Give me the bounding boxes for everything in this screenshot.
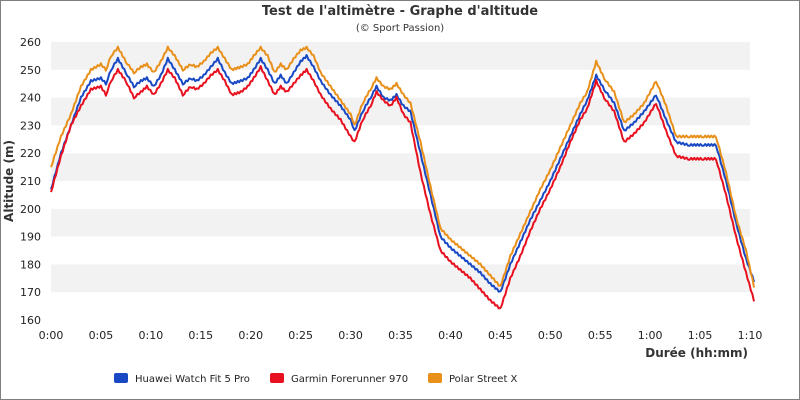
x-tick-label: 0:05 [89,329,114,342]
series-lines [50,45,755,310]
x-tick-label: 0:25 [288,329,313,342]
x-axis-label: Durée (hh:mm) [645,346,748,360]
x-tick-label: 0:55 [588,329,613,342]
y-tick-label: 220 [20,147,41,160]
series-line-1 [50,65,755,310]
x-tick-label: 1:10 [738,329,763,342]
x-tick-label: 0:40 [438,329,463,342]
chart-title: Test de l'altimètre - Graphe d'altitude [262,4,538,19]
x-tick-label: 0:45 [488,329,513,342]
x-tick-label: 0:10 [139,329,164,342]
x-tick-label: 0:50 [538,329,563,342]
grid-band [51,292,750,320]
x-tick-label: 0:15 [188,329,213,342]
legend-swatch [114,373,128,383]
y-tick-label: 230 [20,119,41,132]
series-line-2 [50,45,755,288]
chart-subtitle: (© Sport Passion) [356,23,444,34]
y-axis-ticks: 160 170 180 190 200 210 220 230 240 250 260 [20,36,41,327]
legend-swatch [270,373,284,383]
y-axis-label: Altitude (m) [2,140,16,222]
legend-label: Huawei Watch Fit 5 Pro [135,374,250,385]
grid-band [51,42,750,70]
grid-band [51,153,750,181]
x-tick-label: 1:00 [638,329,663,342]
legend: Huawei Watch Fit 5 Pro Garmin Forerunner … [114,373,518,385]
legend-swatch [428,373,442,383]
x-axis-ticks: 0:00 0:05 0:10 0:15 0:20 0:25 0:30 0:35 0:40 0:45… [39,329,763,342]
grid-band [51,236,750,265]
x-tick-label: 1:05 [688,329,713,342]
grid-bands [51,42,750,320]
y-tick-label: 170 [20,286,41,299]
y-tick-label: 210 [20,175,41,188]
grid-band [51,181,750,209]
legend-label: Polar Street X [449,374,518,385]
x-tick-label: 0:20 [238,329,263,342]
grid-band [51,264,750,293]
x-tick-label: 0:30 [338,329,363,342]
grid-band [51,208,750,237]
legend-label: Garmin Forerunner 970 [291,374,408,385]
y-tick-label: 180 [20,258,41,271]
y-tick-label: 200 [20,203,41,216]
y-tick-label: 260 [20,36,41,49]
x-tick-label: 0:00 [39,329,64,342]
grid-band [51,125,750,154]
grid-band [51,69,750,98]
y-tick-label: 240 [20,92,41,105]
y-tick-label: 190 [20,231,41,244]
series-line-0 [50,54,755,293]
x-tick-label: 0:35 [388,329,413,342]
y-tick-label: 250 [20,64,41,77]
y-tick-label: 160 [20,314,41,327]
